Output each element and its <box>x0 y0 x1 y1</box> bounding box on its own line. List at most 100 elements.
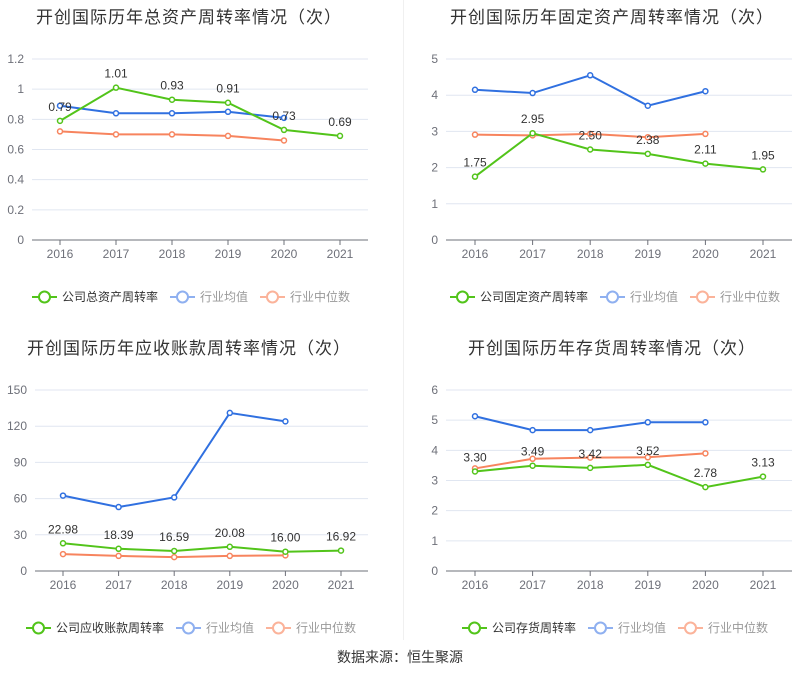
y-tick-label: 0.8 <box>7 112 24 126</box>
legend-item[interactable]: 行业中位数 <box>678 620 768 635</box>
data-point <box>280 126 288 134</box>
data-point <box>59 540 67 547</box>
series-line-0 <box>474 463 764 489</box>
data-label: 2.78 <box>694 466 718 480</box>
legend-item[interactable]: 行业均值 <box>588 620 666 635</box>
legend-label: 行业均值 <box>200 289 248 304</box>
data-label: 16.92 <box>326 530 356 544</box>
x-tick-label: 2019 <box>634 247 661 261</box>
legend-circle-icon <box>272 621 285 635</box>
data-label: 2.95 <box>521 112 545 126</box>
data-point <box>337 547 345 554</box>
x-tick-label: 2019 <box>634 578 661 592</box>
legend-item[interactable]: 行业均值 <box>170 289 248 304</box>
y-tick-label: 3 <box>431 124 438 138</box>
data-point <box>112 110 120 117</box>
legend-item[interactable]: 行业中位数 <box>260 289 350 304</box>
legend-item[interactable]: 行业均值 <box>600 289 678 304</box>
y-tick-label: 4 <box>431 88 438 102</box>
legend-item[interactable]: 行业中位数 <box>690 289 780 304</box>
data-label: 1.95 <box>751 148 775 162</box>
data-point <box>471 412 479 420</box>
data-point <box>170 547 178 555</box>
data-point <box>280 114 288 122</box>
x-tick-label: 2016 <box>462 247 489 261</box>
legend-circle-icon <box>696 290 709 304</box>
data-point <box>280 137 288 144</box>
legend-item[interactable]: 公司存货周转率 <box>462 620 576 635</box>
legend-circle-icon <box>266 290 279 304</box>
data-label: 3.52 <box>636 444 660 458</box>
data-point <box>168 110 176 117</box>
data-point <box>226 543 234 551</box>
y-tick-label: 60 <box>14 492 28 506</box>
data-point <box>586 454 594 461</box>
x-tick-label: 2020 <box>692 578 719 592</box>
data-point <box>282 548 289 555</box>
series-line-0 <box>62 542 342 553</box>
data-point <box>59 492 67 499</box>
y-tick-label: 0.6 <box>7 143 24 157</box>
legend-item[interactable]: 行业均值 <box>176 620 254 635</box>
data-point <box>471 131 479 138</box>
data-point <box>759 473 767 480</box>
y-tick-label: 1 <box>17 82 24 96</box>
legend-label: 公司固定资产周转率 <box>480 289 588 304</box>
x-tick-label: 2017 <box>519 578 546 592</box>
data-label: 1.75 <box>463 156 487 170</box>
data-point <box>702 450 709 457</box>
data-point <box>224 108 232 116</box>
legend-item[interactable]: 公司应收账款周转率 <box>26 620 164 635</box>
x-tick-label: 2018 <box>161 578 188 592</box>
x-tick-label: 2016 <box>50 578 77 592</box>
legend-circle-icon <box>182 621 195 635</box>
legend-label: 行业中位数 <box>720 289 780 304</box>
data-label: 0.79 <box>48 100 72 114</box>
y-tick-label: 6 <box>431 383 438 397</box>
data-point <box>471 468 479 475</box>
legend-label: 行业中位数 <box>296 620 356 635</box>
legend-label: 公司总资产周转率 <box>62 289 158 304</box>
data-point <box>56 102 64 110</box>
data-point <box>471 86 479 94</box>
chart-title: 开创国际历年总资产周转率情况（次） <box>36 8 342 27</box>
data-label: 0.69 <box>328 115 352 129</box>
legend-item[interactable]: 公司固定资产周转率 <box>450 289 588 304</box>
data-label: 20.08 <box>215 526 245 540</box>
x-tick-label: 2021 <box>750 578 777 592</box>
data-point <box>168 96 176 103</box>
legend-item[interactable]: 公司总资产周转率 <box>32 289 158 304</box>
data-point <box>168 131 176 138</box>
legend-item[interactable]: 行业中位数 <box>266 620 356 635</box>
data-point <box>56 117 64 125</box>
legend-label: 行业均值 <box>618 620 666 635</box>
data-point <box>529 129 536 137</box>
data-point <box>282 418 289 425</box>
data-label: 22.98 <box>48 522 78 536</box>
data-label: 2.50 <box>579 129 603 143</box>
data-point <box>224 99 232 106</box>
data-point <box>644 454 652 461</box>
legend-label: 公司存货周转率 <box>492 620 576 635</box>
y-tick-label: 2 <box>431 504 438 518</box>
data-point <box>529 89 536 97</box>
legend-label: 行业中位数 <box>708 620 768 635</box>
data-point <box>644 150 652 158</box>
data-point <box>529 462 536 469</box>
x-tick-label: 2020 <box>271 247 298 261</box>
y-tick-label: 1.2 <box>7 52 24 66</box>
legend-circle-icon <box>606 290 619 304</box>
chart-3: 0 1 2 3 4 5 6 2016 2017 2018 2019 2020 2021 3.30 3.49 3… <box>431 383 792 635</box>
data-point <box>644 461 652 469</box>
x-tick-label: 2016 <box>462 578 489 592</box>
x-tick-label: 2021 <box>750 247 777 261</box>
x-tick-label: 2019 <box>216 578 243 592</box>
y-tick-label: 2 <box>431 161 438 175</box>
data-point <box>759 166 767 173</box>
data-point <box>170 494 178 501</box>
data-point <box>529 426 536 434</box>
data-label: 3.42 <box>579 447 603 461</box>
data-point <box>112 84 120 91</box>
legend-label: 行业均值 <box>206 620 254 635</box>
